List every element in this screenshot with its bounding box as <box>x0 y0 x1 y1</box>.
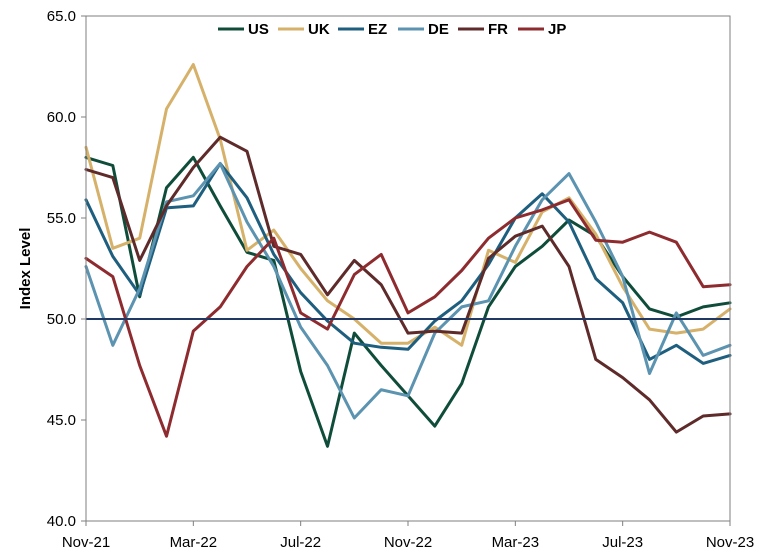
series-line-uk <box>84 63 732 347</box>
series-line-jp <box>84 198 732 438</box>
x-tick-label: Nov-23 <box>706 534 754 551</box>
x-tick-label: Mar-22 <box>170 534 218 551</box>
series-lines <box>84 63 732 448</box>
legend-label-us: US <box>248 21 269 38</box>
series-line-ez <box>84 162 732 365</box>
x-tick-label: Mar-23 <box>492 534 540 551</box>
x-tick-label: Nov-21 <box>62 534 110 551</box>
legend-label-jp: JP <box>548 21 566 38</box>
y-tick-label: 40.0 <box>47 513 76 530</box>
legend-label-de: DE <box>428 21 449 38</box>
y-tick-label: 65.0 <box>47 8 76 25</box>
legend-label-ez: EZ <box>368 21 387 38</box>
x-tick-label: Nov-22 <box>384 534 432 551</box>
x-axis-ticks: Nov-21 Mar-22 Jul-22 Nov-22 Mar-23 Jul-23 Nov-… <box>62 521 754 551</box>
y-tick-label: 55.0 <box>47 210 76 227</box>
y-tick-label: 60.0 <box>47 109 76 126</box>
series-line-fr <box>84 135 732 434</box>
legend-label-uk: UK <box>308 21 330 38</box>
series-line-de <box>84 162 732 420</box>
x-tick-label: Jul-22 <box>280 534 321 551</box>
y-tick-label: 50.0 <box>47 311 76 328</box>
legend: US UK EZ DE FR JP <box>218 21 566 38</box>
legend-label-fr: FR <box>488 21 508 38</box>
y-axis-ticks: 40.0 45.0 50.0 55.0 60.0 65.0 <box>47 8 86 530</box>
y-tick-label: 45.0 <box>47 412 76 429</box>
plot-area-frame <box>85 15 731 522</box>
x-tick-label: Jul-23 <box>602 534 643 551</box>
y-axis-label: Index Level <box>17 228 34 310</box>
